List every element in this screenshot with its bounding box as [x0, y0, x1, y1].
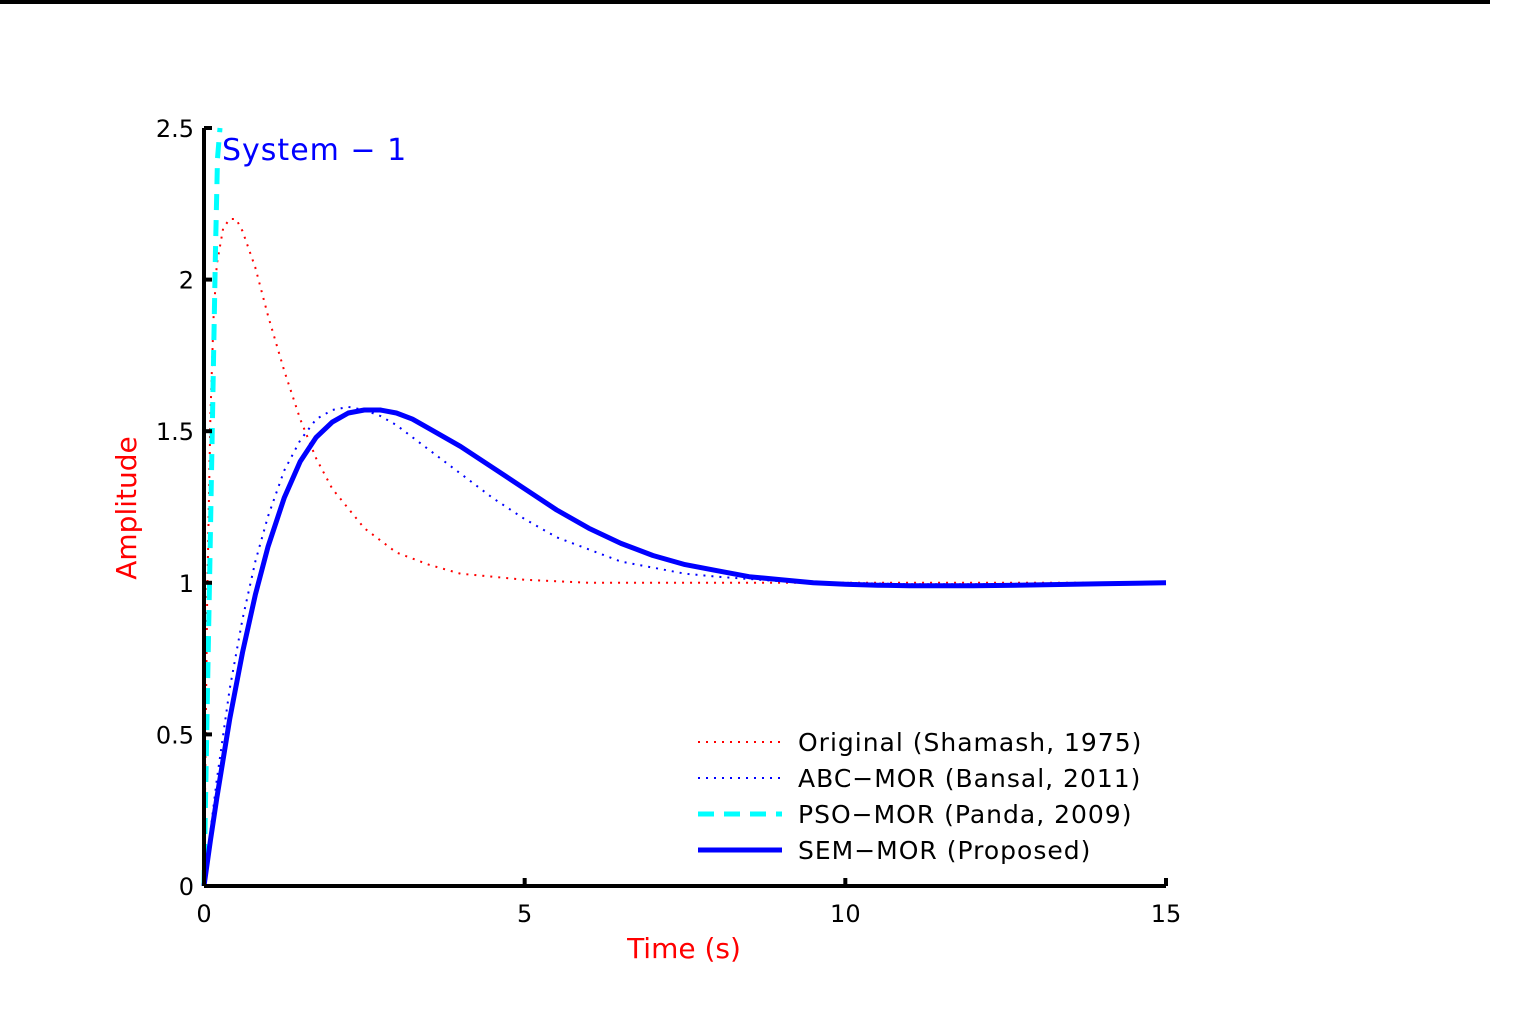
legend-label-4: SEM−MOR (Proposed)	[798, 836, 1091, 865]
x-axis-label: Time (s)	[626, 932, 741, 965]
y-axis-label: Amplitude	[110, 436, 143, 580]
legend-label-1: Original (Shamash, 1975)	[798, 728, 1142, 757]
series-line-4	[201, 407, 1167, 887]
y-tick-label: 1	[179, 570, 194, 598]
x-tick-label: 0	[196, 900, 211, 928]
y-tick-label: 1.5	[156, 418, 194, 446]
legend-label-2: ABC−MOR (Bansal, 2011)	[798, 764, 1141, 793]
plot-area: 0 5 10 15 0 0.5 1 1.5 2 2.5	[0, 0, 1490, 928]
legend: Original (Shamash, 1975) ABC−MOR (Bansal,…	[698, 728, 1142, 865]
series-line-3	[201, 127, 223, 887]
y-tick-label: 2.5	[156, 115, 194, 143]
x-tick-label: 15	[1151, 900, 1182, 928]
x-tick-label: 10	[830, 900, 861, 928]
series-line-2	[203, 405, 1167, 887]
system-annotation: System − 1	[222, 133, 407, 168]
y-tick-label: 2	[179, 267, 194, 295]
y-tick-label: 0.5	[156, 721, 194, 749]
x-tick-label: 5	[517, 900, 532, 928]
y-tick-label: 0	[179, 873, 194, 901]
legend-label-3: PSO−MOR (Panda, 2009)	[798, 800, 1132, 829]
